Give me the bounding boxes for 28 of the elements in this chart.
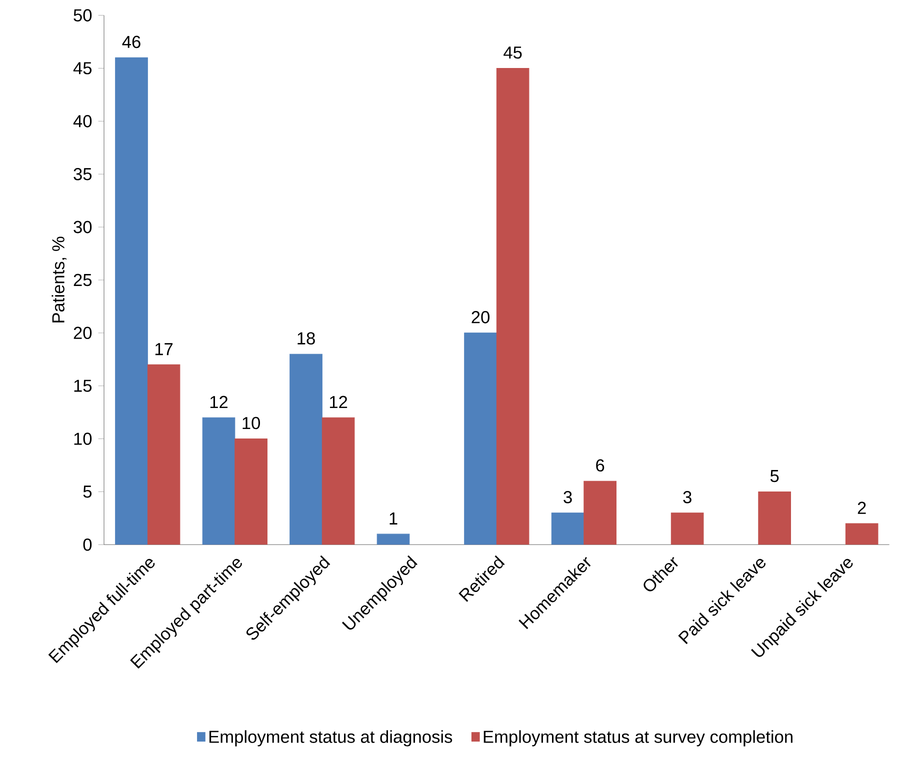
- y-tick-label: 25: [74, 274, 92, 286]
- data-label: 12: [330, 396, 348, 408]
- legend-label: Employment status at survey completion: [484, 730, 792, 746]
- data-label: 20: [472, 311, 490, 324]
- y-tick-label: 50: [74, 9, 92, 22]
- data-label: 46: [122, 36, 140, 48]
- legend-label: Employment status at diagnosis: [209, 730, 452, 746]
- data-label: 5: [770, 470, 779, 482]
- y-tick-label: 40: [73, 115, 92, 128]
- data-label: 12: [210, 396, 228, 408]
- y-tick-label: 10: [74, 432, 92, 445]
- y-tick-label: 30: [74, 220, 92, 234]
- data-label: 1: [390, 512, 398, 524]
- data-label: 3: [564, 491, 572, 504]
- y-tick-label: 20: [74, 326, 92, 340]
- y-tick-label: 5: [83, 486, 92, 498]
- y-axis-title: Patients, %: [52, 236, 66, 322]
- y-tick-label: 45: [73, 62, 92, 74]
- y-tick-label: 35: [74, 168, 92, 180]
- data-label: 10: [242, 416, 260, 430]
- data-label: 17: [155, 343, 173, 356]
- data-label: 45: [504, 46, 522, 59]
- data-label: 18: [298, 332, 315, 344]
- data-label: 6: [596, 459, 604, 472]
- data-label: 2: [858, 502, 866, 514]
- data-label: 3: [683, 491, 692, 504]
- y-tick-label: 15: [74, 380, 92, 392]
- y-tick-label: 0: [83, 538, 92, 551]
